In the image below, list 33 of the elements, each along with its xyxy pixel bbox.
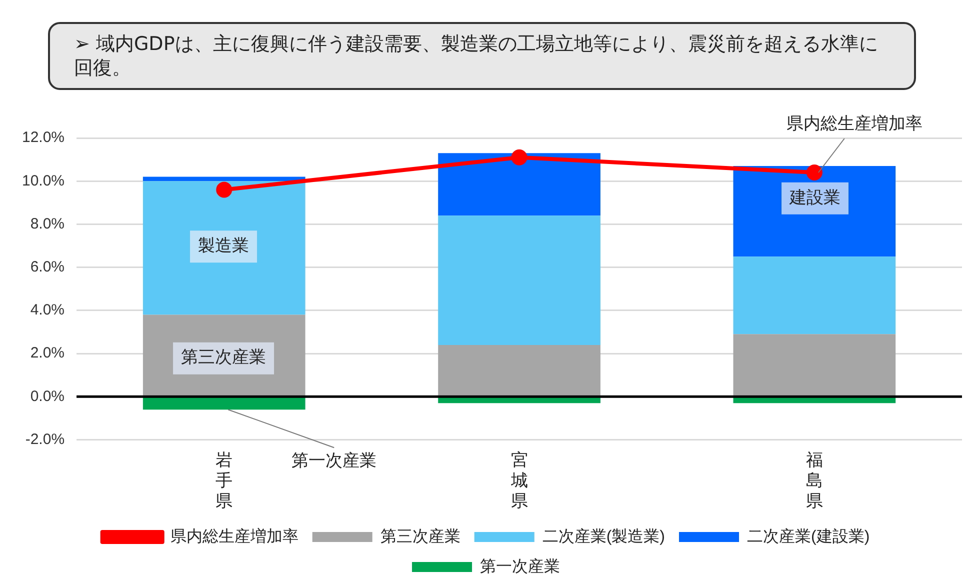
y-tick-label: 10.0% xyxy=(22,172,65,190)
annotation: 製造業 xyxy=(198,236,250,256)
bar xyxy=(733,256,896,334)
y-tick-label: 2.0% xyxy=(30,344,65,362)
legend-label: 県内総生産増加率 xyxy=(170,527,298,546)
y-tick-label: 4.0% xyxy=(30,302,65,319)
legend-label: 第一次産業 xyxy=(480,557,560,576)
legend-label: 二次産業(製造業) xyxy=(542,527,665,546)
annotation: 第三次産業 xyxy=(181,348,266,368)
x-tick-label: 福島県 xyxy=(806,450,823,510)
x-tick-label: 岩手県 xyxy=(216,450,233,510)
bar xyxy=(142,176,306,182)
y-tick-label: 8.0% xyxy=(30,215,65,232)
point xyxy=(511,149,528,166)
annotation: 第一次産業 xyxy=(292,451,377,472)
bar xyxy=(733,334,896,396)
point xyxy=(216,182,232,198)
legend-label: 二次産業(建設業) xyxy=(747,527,870,546)
x-tick-label: 宮城県 xyxy=(510,450,528,510)
y-tick-label: -2.0% xyxy=(25,430,65,448)
annotation: 建設業 xyxy=(788,188,841,208)
y-tick-label: 6.0% xyxy=(30,258,65,276)
y-tick-label: 0.0% xyxy=(30,388,65,405)
chart-subtitle: ➢ 域内GDPは、主に復興に伴う建設需要、製造業の工場立地等により、震災前を超える水準に回復。 xyxy=(48,22,916,90)
bar xyxy=(438,216,600,345)
y-tick-label: 12.0% xyxy=(22,129,65,146)
bar xyxy=(142,181,306,315)
bar xyxy=(438,153,600,216)
bar xyxy=(438,344,600,396)
bar xyxy=(142,397,306,410)
annotation: 県内総生産増加率 xyxy=(786,114,922,134)
legend-label: 第三次産業 xyxy=(380,527,460,546)
point xyxy=(806,164,822,180)
